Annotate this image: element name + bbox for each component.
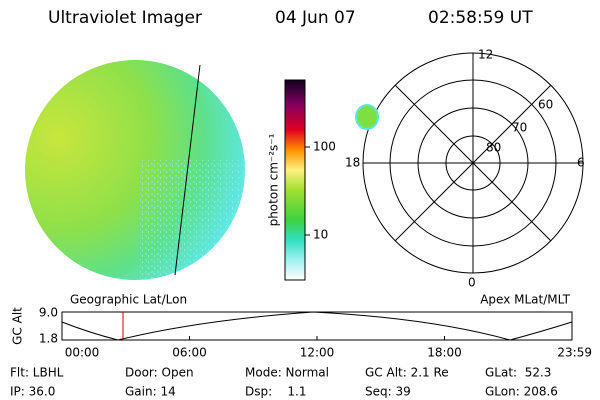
- mlt-label: 18: [345, 156, 360, 170]
- y-tick-label: 9.0: [39, 306, 58, 320]
- status-field: Gain: 14: [125, 385, 176, 399]
- status-field: Flt: LBHL: [10, 366, 64, 380]
- mlt-label: 6: [577, 156, 585, 170]
- colorbar-tick: 100: [313, 140, 336, 154]
- x-tick-label: 06:00: [172, 346, 207, 360]
- terminator: [174, 64, 201, 276]
- title: Ultraviolet Imager: [48, 8, 202, 28]
- mlt-label: 12: [478, 48, 493, 62]
- x-tick-label: 12:00: [300, 346, 335, 360]
- status-field: GLat: 52.3: [485, 366, 551, 380]
- time: 02:58:59 UT: [428, 8, 533, 28]
- lat-label: 80: [486, 141, 501, 155]
- apex-label: Apex MLat/MLT: [480, 293, 570, 307]
- x-tick-label: 00:00: [65, 346, 100, 360]
- lat-label: 70: [512, 121, 527, 135]
- y-label: GC Alt: [11, 307, 25, 345]
- status-field: GLon: 208.6: [485, 385, 558, 399]
- polar-grid: [362, 52, 584, 274]
- lat-label: 60: [538, 98, 553, 112]
- status-field: GC Alt: 2.1 Re: [365, 366, 449, 380]
- status-field: Mode: Normal: [245, 366, 329, 380]
- status-field: Door: Open: [125, 366, 194, 380]
- x-tick-label: 23:59: [557, 346, 592, 360]
- colorbar-label: photon cm⁻²s⁻¹: [267, 133, 281, 226]
- geo-label: Geographic Lat/Lon: [70, 293, 187, 307]
- status-field: Seq: 39: [365, 385, 411, 399]
- status-field: IP: 36.0: [10, 385, 55, 399]
- colorbar-tick: 10: [313, 228, 328, 242]
- colorbar: [284, 79, 306, 281]
- x-tick-label: 18:00: [427, 346, 462, 360]
- y-tick-label: 1.8: [39, 332, 58, 346]
- aurora-blob: [355, 104, 379, 130]
- date: 04 Jun 07: [275, 8, 356, 28]
- altitude-curve: [61, 311, 573, 341]
- status-field: Dsp: 1.1: [245, 385, 307, 399]
- earth-image: [25, 60, 245, 280]
- mlt-label: 0: [468, 276, 476, 290]
